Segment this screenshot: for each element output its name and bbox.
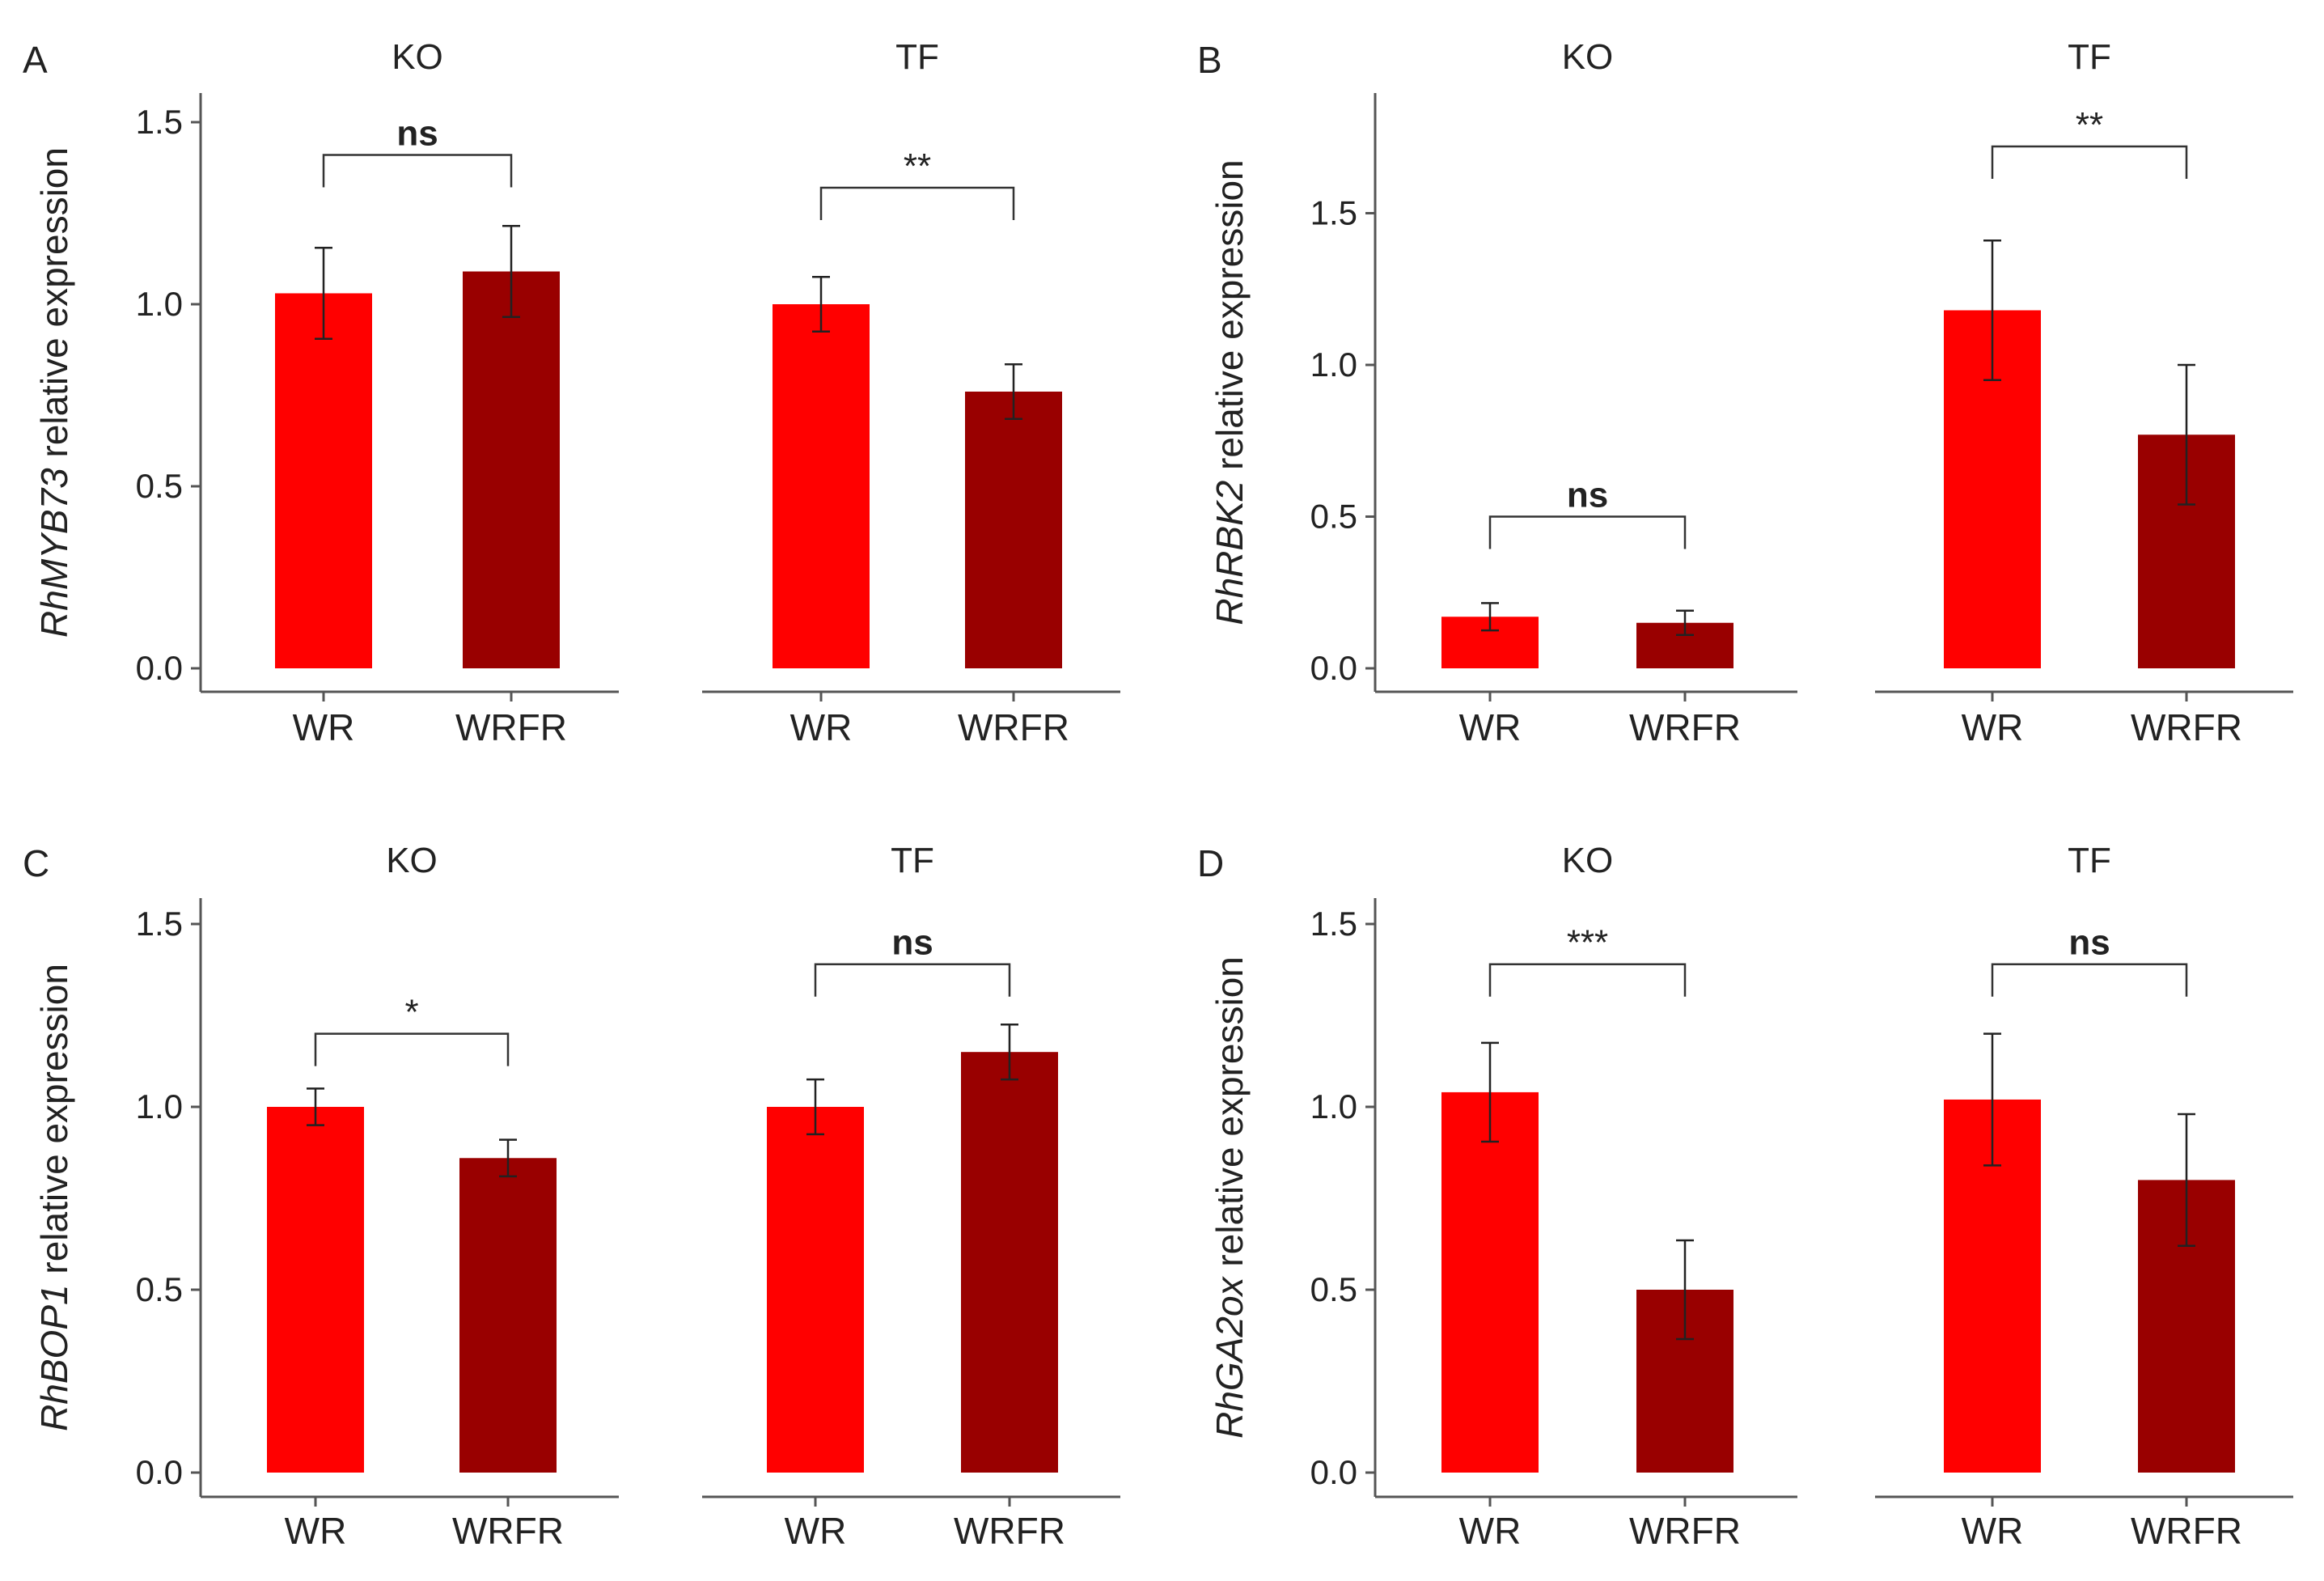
y-tick-label: 0.5 — [136, 467, 183, 505]
y-axis-label-text: relative expression — [1209, 159, 1251, 480]
y-axis-label-text: relative expression — [1209, 956, 1251, 1277]
facet-title: KO — [392, 37, 443, 77]
panel-letter: B — [1197, 39, 1222, 81]
significance-bracket — [1488, 963, 1687, 997]
y-tick-label: 1.5 — [1310, 194, 1357, 232]
chart-root: A RhMYB73 relative expression 0.0 0.5 1.0 1.5… — [23, 37, 2293, 1552]
y-axis-label-gene: RhMYB73 — [33, 468, 75, 638]
panel-letter: C — [23, 842, 49, 884]
significance-label: ns — [2068, 923, 2110, 963]
y-tick-label: 1.0 — [136, 1087, 183, 1125]
y-axis-label: RhMYB73 relative expression — [33, 147, 75, 638]
panel-b: B RhRBK2 relative expression 0.0 0.5 1.0 1.5 K… — [1197, 37, 2293, 748]
significance-bracket — [1991, 145, 2188, 179]
panel-letter: A — [23, 39, 48, 81]
significance-label: ** — [904, 146, 931, 186]
y-axis-label-gene: RhGA2ox — [1209, 1275, 1251, 1438]
x-category-label: WRFR — [455, 706, 567, 748]
x-category-label: WRFR — [958, 706, 1069, 748]
bar-wr — [267, 1107, 364, 1473]
y-axis-label-gene: RhRBK2 — [1209, 481, 1251, 625]
y-axis-label: RhBOP1 relative expression — [33, 964, 75, 1431]
facet-ko: KO WR WRFR *** — [1375, 841, 1797, 1552]
x-category-label: WRFR — [954, 1510, 1065, 1552]
bar-wrfr — [961, 1052, 1058, 1473]
y-tick-label: 0.0 — [136, 649, 183, 687]
y-tick-label: 0.5 — [1310, 1270, 1357, 1308]
significance-label: * — [404, 993, 418, 1032]
bar-wrfr — [463, 271, 560, 668]
bar-wr — [275, 293, 372, 668]
x-category-label: WR — [1962, 1510, 2024, 1552]
y-axis-label-text: relative expression — [33, 147, 75, 468]
panel-letter: D — [1197, 842, 1224, 884]
bar-wr — [773, 304, 870, 668]
x-category-label: WR — [1459, 1510, 1522, 1552]
significance-bracket — [1488, 515, 1687, 549]
facet-ko: KO WR WRFR ns — [1375, 37, 1797, 748]
y-tick-label: 1.5 — [136, 905, 183, 943]
significance-bracket — [819, 186, 1015, 220]
facet-title: KO — [386, 841, 438, 880]
facet-tf: TF WR WRFR ** — [702, 37, 1120, 748]
facet-title: KO — [1562, 841, 1614, 880]
facet-tf: TF WR WRFR ** — [1875, 37, 2293, 748]
panel-c: C RhBOP1 relative expression 0.0 0.5 1.0 1.5 K… — [23, 841, 1120, 1552]
y-tick-label: 0.0 — [1310, 1453, 1357, 1491]
panel-a: A RhMYB73 relative expression 0.0 0.5 1.0 1.5… — [23, 37, 1120, 748]
x-category-label: WR — [285, 1510, 347, 1552]
x-category-label: WRFR — [452, 1510, 564, 1552]
significance-bracket — [322, 154, 513, 188]
y-axis-label-gene: RhBOP1 — [33, 1284, 75, 1431]
x-category-label: WR — [790, 706, 853, 748]
significance-label: ns — [891, 923, 933, 963]
significance-bracket — [814, 963, 1011, 997]
bar-wrfr — [459, 1158, 557, 1473]
y-tick-label: 0.0 — [1310, 649, 1357, 687]
facet-tf: TF WR WRFR ns — [702, 841, 1120, 1552]
bar-wr — [767, 1107, 864, 1473]
facet-title: TF — [2068, 37, 2111, 77]
significance-label: *** — [1567, 923, 1608, 963]
x-category-label: WR — [1962, 706, 2024, 748]
x-category-label: WR — [293, 706, 355, 748]
y-tick-label: 1.0 — [1310, 1087, 1357, 1125]
y-tick-label: 0.5 — [136, 1270, 183, 1308]
y-axis-label: RhRBK2 relative expression — [1209, 159, 1251, 625]
facet-title: TF — [2068, 841, 2111, 880]
y-axis-label-text: relative expression — [33, 964, 75, 1284]
significance-label: ns — [1567, 476, 1608, 515]
facet-tf: TF WR WRFR ns — [1875, 841, 2293, 1552]
facet-ko: KO WR WRFR ns — [201, 37, 619, 748]
x-category-label: WRFR — [2131, 706, 2242, 748]
y-tick-label: 1.5 — [136, 103, 183, 141]
x-category-label: WR — [785, 1510, 847, 1552]
y-tick-label: 0.5 — [1310, 498, 1357, 536]
y-tick-label: 1.5 — [1310, 905, 1357, 943]
facet-ko: KO WR WRFR * — [201, 841, 619, 1552]
x-category-label: WRFR — [2131, 1510, 2242, 1552]
y-tick-label: 1.0 — [1310, 345, 1357, 384]
panel-d: D RhGA2ox relative expression 0.0 0.5 1.0 1.5… — [1197, 841, 2293, 1552]
y-tick-label: 1.0 — [136, 285, 183, 323]
bar-wr — [1441, 1091, 1539, 1473]
facet-title: TF — [895, 37, 939, 77]
bar-wrfr — [965, 392, 1062, 668]
facet-title: TF — [891, 841, 934, 880]
x-category-label: WRFR — [1629, 1510, 1741, 1552]
y-tick-label: 0.0 — [136, 1453, 183, 1491]
significance-label: ns — [396, 114, 438, 154]
significance-bracket — [1991, 963, 2188, 997]
x-category-label: WR — [1459, 706, 1522, 748]
y-axis-label: RhGA2ox relative expression — [1209, 956, 1251, 1439]
significance-bracket — [314, 1032, 510, 1066]
facet-title: KO — [1562, 37, 1614, 77]
x-category-label: WRFR — [1629, 706, 1741, 748]
significance-label: ** — [2076, 105, 2103, 145]
